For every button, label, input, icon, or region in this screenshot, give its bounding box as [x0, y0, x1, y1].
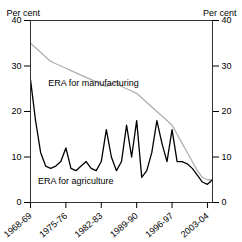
svg-text:10: 10 — [222, 152, 232, 162]
svg-text:1982-83: 1982-83 — [73, 211, 105, 240]
svg-text:1989-90: 1989-90 — [108, 211, 140, 240]
svg-text:30: 30 — [11, 61, 21, 71]
svg-text:2003-04: 2003-04 — [179, 211, 211, 240]
svg-text:10: 10 — [11, 152, 21, 162]
svg-text:0: 0 — [222, 197, 227, 207]
svg-text:Per cent: Per cent — [7, 8, 41, 18]
svg-text:ERA for agriculture: ERA for agriculture — [38, 176, 114, 186]
svg-text:40: 40 — [11, 15, 22, 26]
svg-text:ERA for manufacturing: ERA for manufacturing — [48, 78, 139, 88]
svg-text:1996-97: 1996-97 — [143, 211, 175, 240]
svg-text:1968-69: 1968-69 — [2, 211, 34, 240]
svg-text:0: 0 — [16, 197, 21, 207]
svg-text:40: 40 — [221, 15, 232, 26]
svg-text:20: 20 — [222, 106, 232, 116]
svg-text:20: 20 — [11, 106, 21, 116]
svg-text:Per cent: Per cent — [203, 8, 237, 18]
svg-text:30: 30 — [222, 61, 232, 71]
svg-text:1975-76: 1975-76 — [37, 211, 69, 240]
